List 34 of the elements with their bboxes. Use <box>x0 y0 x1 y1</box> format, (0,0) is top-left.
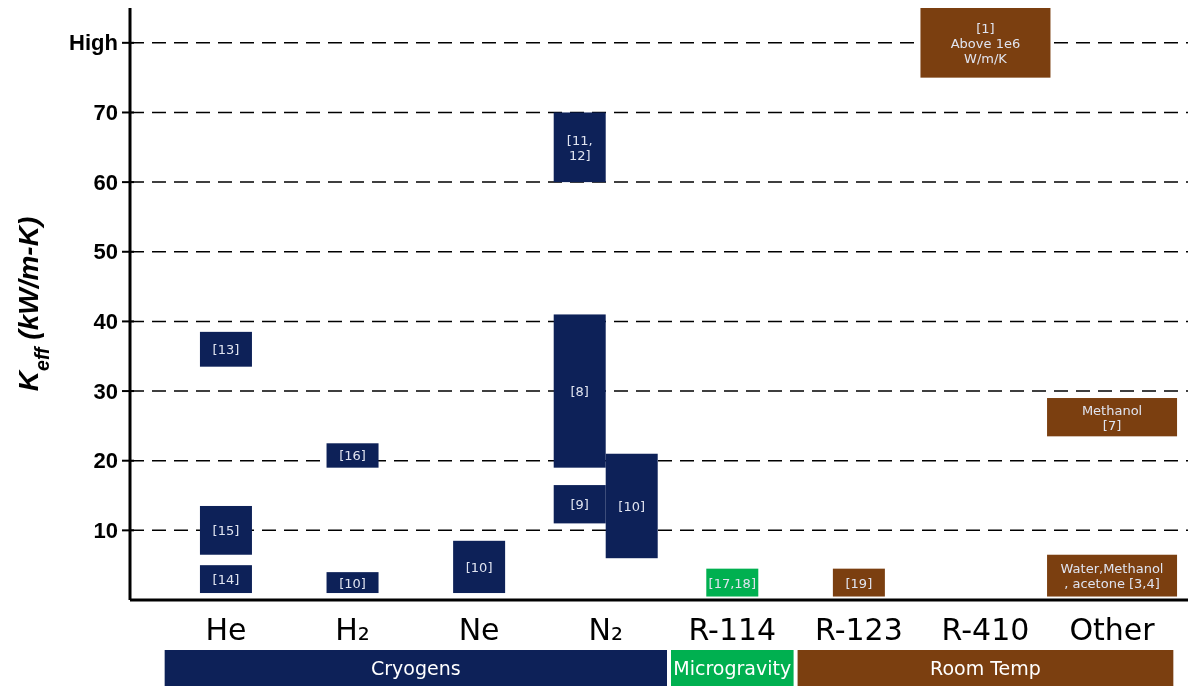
annotation: [11, 12] <box>566 132 593 163</box>
y-tick-label: 50 <box>93 239 118 265</box>
x-tick-label: R-410 <box>941 612 1030 647</box>
annotation: [17,18] <box>708 575 756 591</box>
y-tick-label: 30 <box>93 378 118 404</box>
x-tick-label: H₂ <box>335 612 370 647</box>
annotation: [10] <box>465 559 493 575</box>
y-tick-label: 20 <box>93 448 118 474</box>
x-tick-label: Other <box>1069 612 1156 647</box>
text: Room Temp <box>930 657 1041 679</box>
y-tick-label: High <box>69 30 118 56</box>
y-tick-label: 60 <box>93 169 118 195</box>
annotation: [19] <box>845 575 873 591</box>
annotation: [9] <box>570 496 589 512</box>
y-tick-label: 10 <box>93 517 118 543</box>
annotation: Methanol [7] <box>1081 402 1143 433</box>
text: Cryogens <box>371 657 461 679</box>
x-tick-label: He <box>205 612 247 647</box>
x-tick-label: R-123 <box>815 612 903 647</box>
y-tick-label: 40 <box>93 308 118 334</box>
text: Microgravity <box>673 657 792 679</box>
annotation: Water,Methanol , acetone [3,4] <box>1060 560 1164 591</box>
annotation: [13] <box>212 341 240 357</box>
annotation: [1] Above 1e6 W/m/K <box>950 20 1021 66</box>
x-tick-label: Ne <box>458 612 500 647</box>
x-tick-label: R-114 <box>688 612 777 647</box>
annotation: [15] <box>212 522 240 538</box>
annotation: [14] <box>212 571 240 587</box>
y-tick-label: 70 <box>93 99 118 125</box>
annotation: [10] <box>339 575 366 591</box>
annotation: [10] <box>618 498 646 514</box>
annotation: [8] <box>570 383 589 399</box>
annotation: [16] <box>339 447 366 463</box>
x-tick-label: N₂ <box>588 612 623 647</box>
